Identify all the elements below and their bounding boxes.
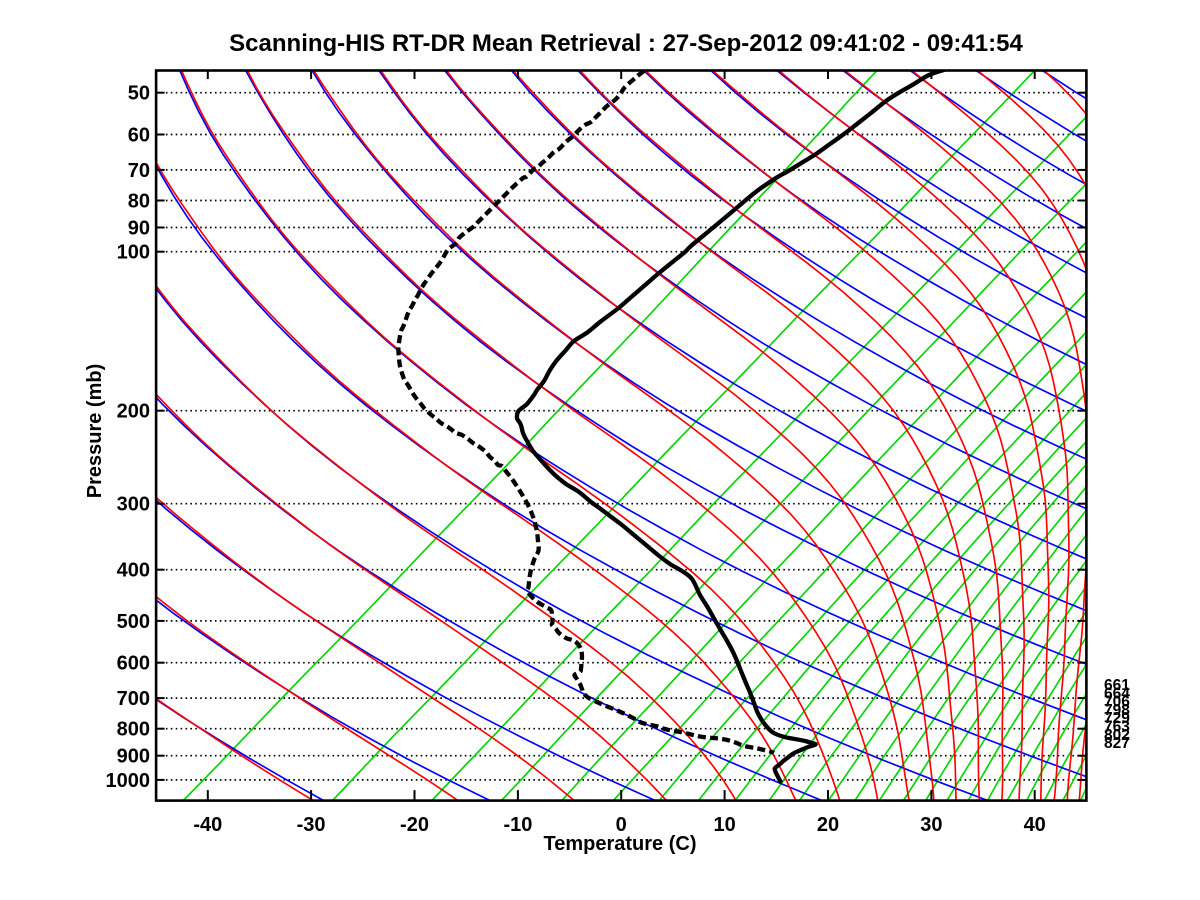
svg-text:798: 798: [1104, 702, 1130, 719]
svg-text:763: 763: [1104, 719, 1130, 736]
svg-text:80: 80: [128, 191, 150, 213]
svg-text:1000: 1000: [106, 770, 151, 792]
svg-text:664: 664: [1104, 685, 1130, 702]
svg-text:90: 90: [128, 218, 150, 240]
svg-text:200: 200: [117, 401, 150, 423]
svg-text:10: 10: [713, 814, 735, 836]
svg-text:706: 706: [1104, 694, 1130, 711]
svg-text:100: 100: [117, 242, 150, 264]
svg-text:827: 827: [1104, 735, 1130, 752]
svg-text:50: 50: [128, 83, 150, 105]
svg-text:-30: -30: [297, 814, 326, 836]
svg-text:0: 0: [616, 814, 627, 836]
svg-text:700: 700: [117, 688, 150, 710]
svg-text:900: 900: [117, 746, 150, 768]
svg-text:300: 300: [117, 494, 150, 516]
svg-text:500: 500: [117, 611, 150, 633]
svg-text:Temperature (C): Temperature (C): [544, 833, 697, 855]
svg-text:-20: -20: [400, 814, 429, 836]
svg-text:20: 20: [817, 814, 839, 836]
svg-text:729: 729: [1104, 710, 1130, 727]
svg-text:800: 800: [117, 719, 150, 741]
svg-text:400: 400: [117, 560, 150, 582]
svg-text:60: 60: [128, 125, 150, 147]
svg-text:40: 40: [1024, 814, 1046, 836]
svg-text:70: 70: [128, 160, 150, 182]
svg-text:Pressure (mb): Pressure (mb): [84, 364, 106, 499]
svg-text:30: 30: [920, 814, 942, 836]
svg-text:-10: -10: [503, 814, 532, 836]
svg-text:-40: -40: [193, 814, 222, 836]
svg-text:Scanning-HIS RT-DR Mean Retrie: Scanning-HIS RT-DR Mean Retrieval : 27-S…: [229, 30, 1023, 57]
svg-text:661: 661: [1104, 677, 1130, 694]
svg-text:600: 600: [117, 653, 150, 675]
svg-text:802: 802: [1104, 727, 1130, 744]
